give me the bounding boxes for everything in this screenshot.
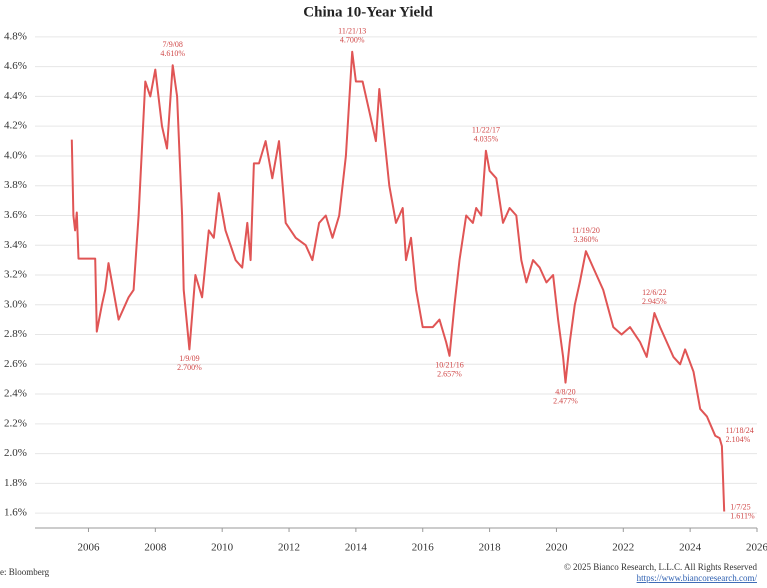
y-tick-label: 2.4% (4, 388, 27, 400)
annotation-value: 2.700% (177, 363, 202, 372)
annotation-date: 1/9/09 (179, 354, 199, 363)
annotation-date: 11/21/13 (338, 27, 366, 36)
x-tick-label: 2026 (746, 542, 767, 554)
y-tick-label: 4.4% (4, 90, 27, 102)
annotation-date: 1/7/25 (730, 502, 750, 511)
source: e: Bloomberg (0, 567, 50, 577)
annotation-value: 3.360% (574, 235, 599, 244)
yield-line (70, 50, 726, 512)
y-tick-label: 4.6% (4, 60, 27, 72)
x-tick-label: 2020 (545, 542, 568, 554)
annotation-value: 2.945% (642, 297, 667, 306)
annotation-value: 4.035% (474, 135, 499, 144)
annotation-value: 2.657% (437, 370, 462, 379)
annotation-date: 11/18/24 (726, 426, 754, 435)
x-tick-label: 2018 (479, 542, 502, 554)
annotation-value: 4.610% (160, 49, 185, 58)
annotation-value: 2.104% (726, 435, 751, 444)
x-tick-label: 2010 (211, 542, 234, 554)
x-tick-label: 2006 (77, 542, 100, 554)
annotation-date: 11/19/20 (572, 226, 600, 235)
chart-title: China 10-Year Yield (303, 4, 433, 20)
y-tick-label: 2.8% (4, 328, 27, 340)
annotation-date: 10/21/16 (435, 361, 463, 370)
url[interactable]: https://www.biancoresearch.com/ (637, 573, 758, 583)
annotation-date: 4/8/20 (555, 387, 575, 396)
y-tick-label: 4.0% (4, 149, 27, 161)
annotation-value: 2.477% (553, 396, 578, 405)
y-tick-label: 3.2% (4, 269, 27, 281)
y-tick-label: 3.0% (4, 298, 27, 310)
annotation-date: 11/22/17 (472, 126, 500, 135)
x-tick-label: 2024 (679, 542, 702, 554)
x-tick-label: 2016 (412, 542, 435, 554)
y-tick-label: 2.0% (4, 447, 27, 459)
y-tick-label: 2.2% (4, 417, 27, 429)
x-tick-label: 2014 (345, 542, 368, 554)
annotation-value: 4.700% (340, 36, 365, 45)
copyright: © 2025 Bianco Research, L.L.C. All Right… (564, 562, 758, 572)
y-tick-label: 3.8% (4, 179, 27, 191)
y-tick-label: 2.6% (4, 358, 27, 370)
x-tick-label: 2012 (278, 542, 300, 554)
y-tick-label: 3.6% (4, 209, 27, 221)
y-tick-label: 4.2% (4, 120, 27, 132)
x-tick-label: 2022 (612, 542, 634, 554)
y-tick-label: 3.4% (4, 239, 27, 251)
annotation-date: 7/9/08 (162, 40, 182, 49)
annotation-date: 12/6/22 (642, 288, 666, 297)
annotation-value: 1.611% (730, 511, 755, 520)
y-tick-label: 1.8% (4, 477, 27, 489)
y-tick-label: 4.8% (4, 30, 27, 42)
x-tick-label: 2008 (144, 542, 167, 554)
y-tick-label: 1.6% (4, 507, 27, 519)
